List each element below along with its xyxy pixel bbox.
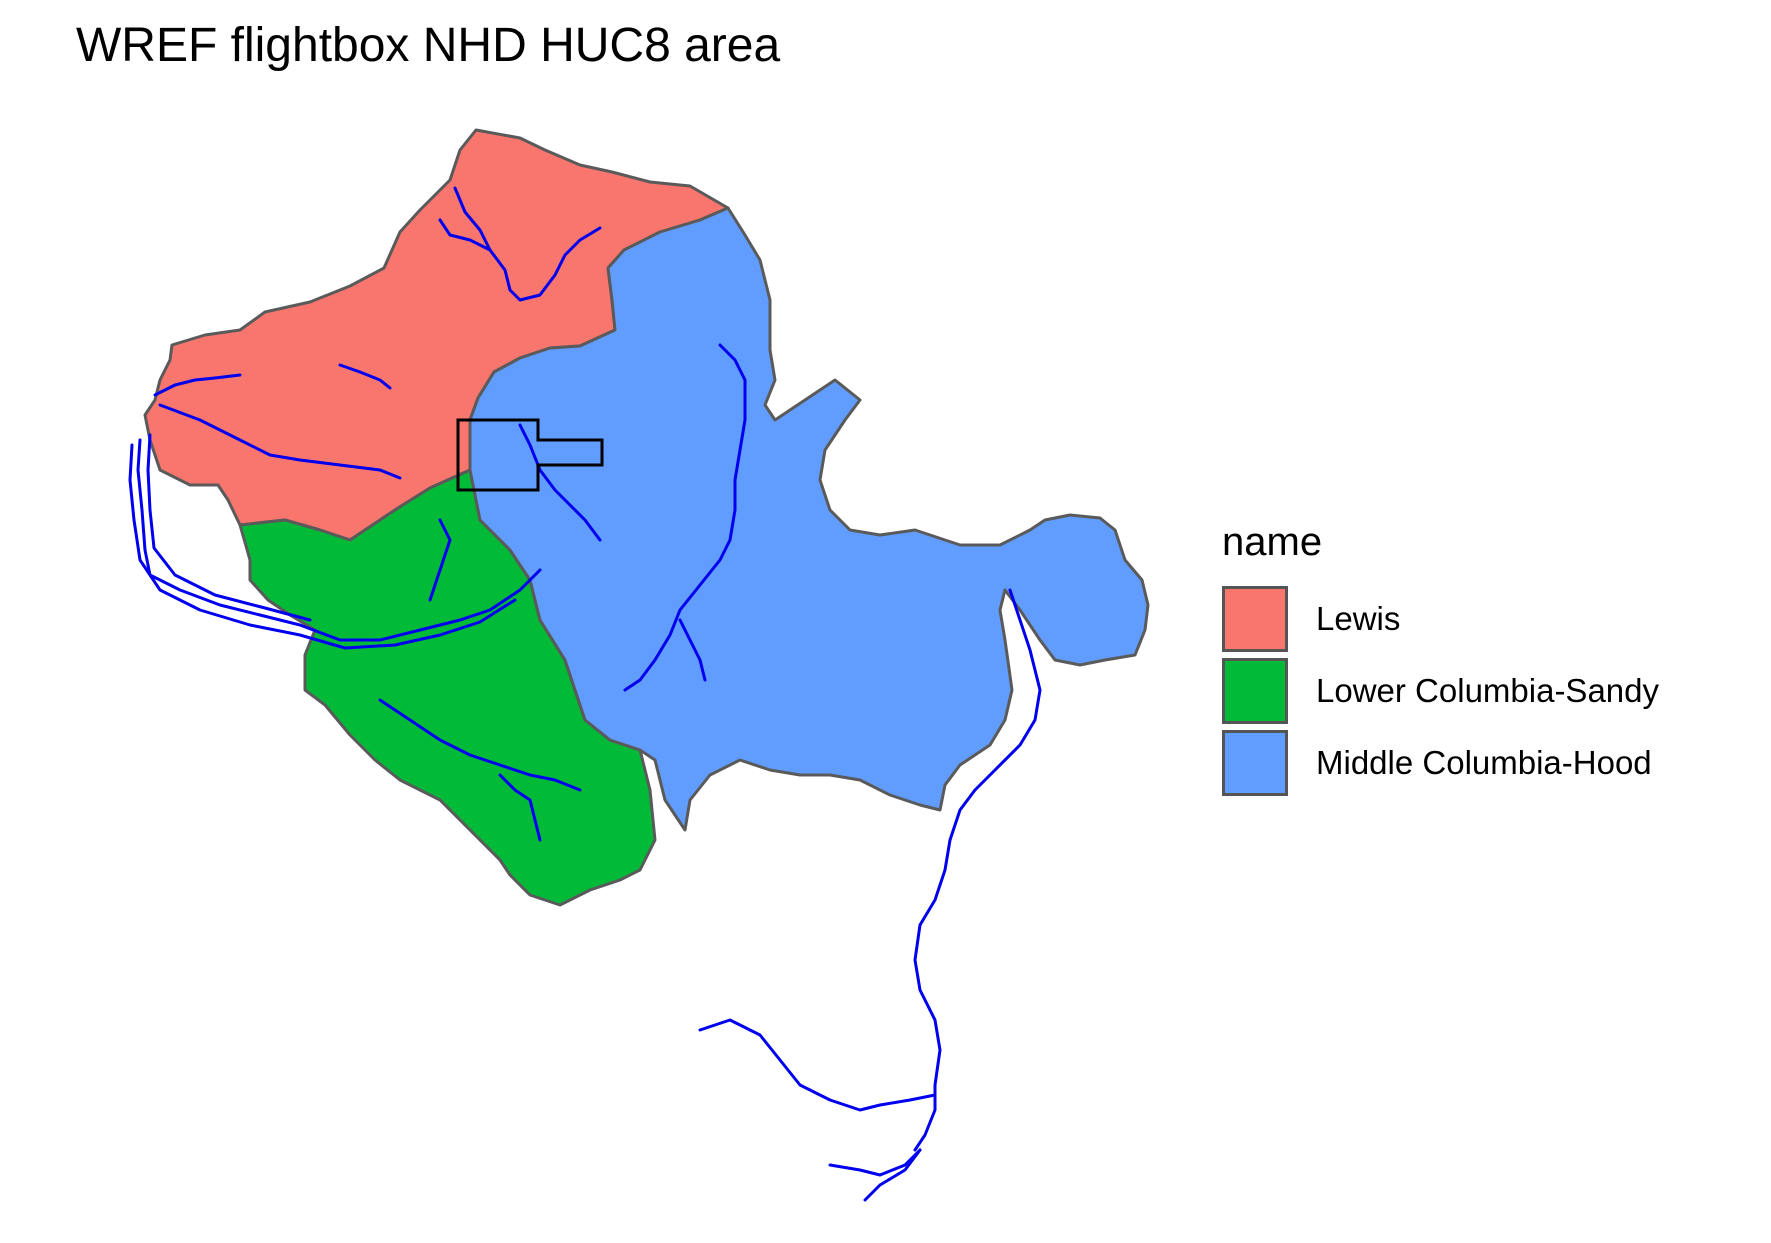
legend-item-lower-columbia-sandy: Lower Columbia-Sandy	[1222, 655, 1659, 727]
river-lewis	[158, 403, 402, 480]
river-south-trib-2	[828, 1148, 922, 1177]
legend-key-lower-columbia-sandy	[1222, 658, 1288, 724]
river-mid-stream	[338, 363, 392, 390]
river-deschutes	[913, 588, 1042, 1152]
river-south-trib	[698, 1018, 937, 1112]
legend: name Lewis Lower Columbia-Sandy Middle C…	[1222, 520, 1659, 799]
river-lewis-upper	[453, 186, 602, 302]
legend-key-lewis	[1222, 586, 1288, 652]
river-columbia-channel	[128, 443, 517, 650]
flightbox-outline	[456, 418, 604, 492]
legend-key-middle-columbia-hood	[1222, 730, 1288, 796]
legend-title: name	[1222, 520, 1323, 564]
river-lewis-north	[438, 218, 492, 252]
legend-item-lewis: Lewis	[1222, 583, 1659, 655]
legend-label: Lower Columbia-Sandy	[1316, 672, 1660, 709]
river-sandy-south	[498, 773, 542, 842]
legend-label: Middle Columbia-Hood	[1316, 744, 1652, 781]
region-middle-columbia-hood	[468, 206, 1150, 832]
river-flightbox-stream	[518, 423, 602, 542]
river-hood	[623, 343, 747, 692]
legend-item-middle-columbia-hood: Middle Columbia-Hood	[1222, 727, 1659, 799]
river-columbia-channel-2	[146, 433, 312, 622]
river-hood-fork	[678, 618, 707, 682]
river-northwest-fork	[153, 373, 242, 397]
legend-label: Lewis	[1316, 600, 1401, 637]
river-columbia	[136, 438, 542, 642]
river-south-trib-3	[863, 1148, 922, 1202]
river-sandy-trib	[428, 518, 452, 602]
map-title: WREF flightbox NHD HUC8 area	[76, 19, 781, 72]
river-sandy	[378, 698, 582, 792]
